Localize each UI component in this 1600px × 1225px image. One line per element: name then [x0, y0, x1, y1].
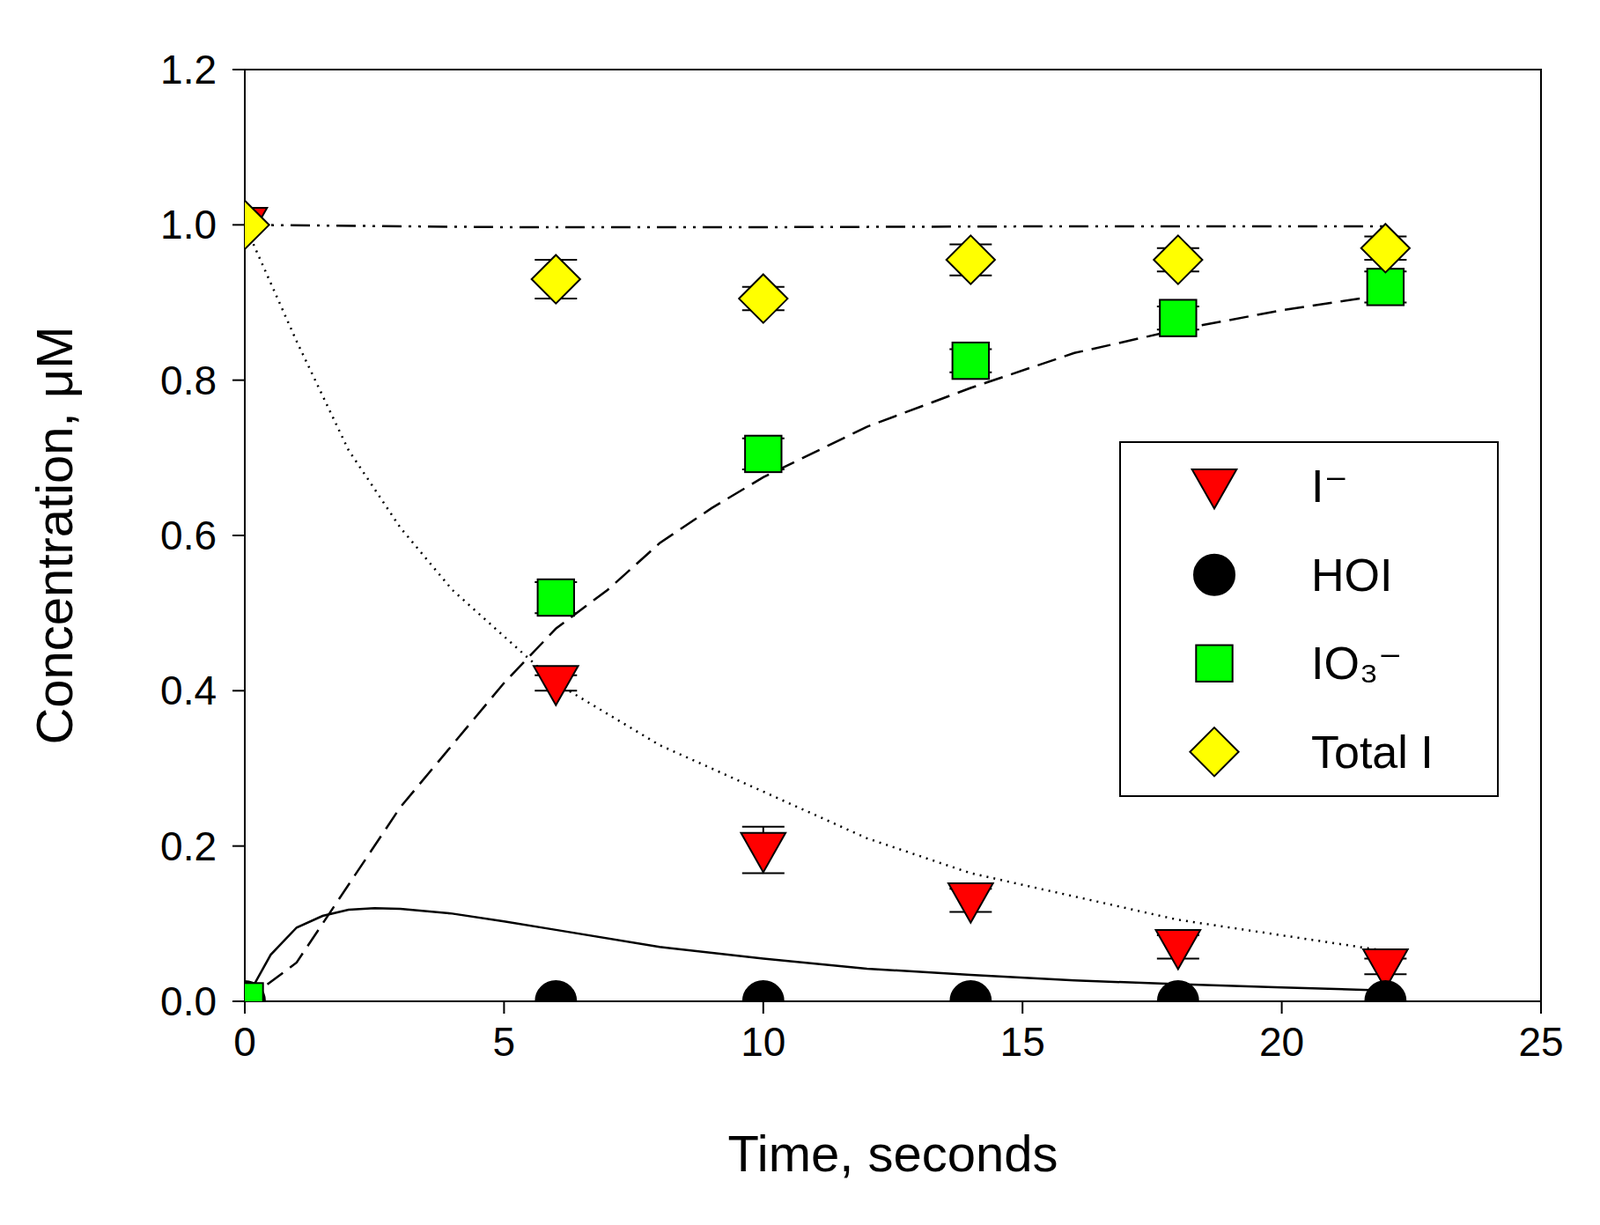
- y-tick-label: 0.4: [160, 667, 217, 714]
- legend-marker: [1189, 727, 1239, 776]
- data-point: [738, 273, 788, 323]
- legend: I⁻ HOI IO₃⁻ Total I: [1120, 442, 1498, 797]
- data-point: [950, 980, 991, 1002]
- data-point: [1367, 268, 1404, 305]
- y-tick: [232, 68, 245, 71]
- x-tick: [1021, 1001, 1024, 1014]
- legend-marker: [1194, 554, 1235, 596]
- legend-label: Total I: [1311, 726, 1434, 778]
- y-tick-label: 0.2: [160, 823, 217, 870]
- model-line: [244, 224, 1386, 951]
- legend-marker: [1195, 645, 1232, 682]
- x-tick-label: 5: [493, 1018, 517, 1065]
- y-axis-label: Concentration, μM: [25, 325, 83, 745]
- x-tick-label: 10: [740, 1018, 786, 1065]
- model-line: [244, 224, 1386, 228]
- data-point: [1159, 299, 1196, 336]
- x-tick: [762, 1001, 765, 1014]
- data-point: [948, 883, 994, 923]
- x-tick-label: 25: [1518, 1018, 1564, 1065]
- data-point: [244, 982, 264, 1002]
- data-point: [535, 980, 576, 1002]
- data-point: [743, 980, 784, 1002]
- y-tick: [232, 845, 245, 848]
- y-tick-label: 1.0: [160, 201, 217, 248]
- data-point: [531, 254, 581, 303]
- chart: 0 5 10 15 20 25 0.0 0.2 0.4 0.6 0.8 1.0 1.2 Time, sec…: [0, 0, 1600, 1225]
- x-tick-label: 20: [1259, 1018, 1305, 1065]
- legend-box: [1120, 442, 1498, 797]
- y-tick-label: 0.8: [160, 357, 217, 404]
- data-point: [1157, 980, 1199, 1002]
- data-point: [533, 665, 579, 706]
- data-point: [538, 579, 575, 616]
- data-point: [741, 833, 787, 873]
- plot-frame: [244, 69, 1542, 1002]
- x-tick: [243, 1001, 246, 1014]
- data-point: [1156, 929, 1202, 970]
- legend-label: IO₃⁻: [1311, 637, 1403, 689]
- x-axis-label: Time, seconds: [728, 1124, 1059, 1182]
- data-point: [1364, 980, 1406, 1002]
- x-tick-label: 0: [233, 1018, 257, 1065]
- y-tick: [232, 379, 245, 382]
- data-point: [1153, 235, 1202, 284]
- data-point: [1361, 223, 1410, 273]
- legend-label: HOI: [1311, 549, 1393, 601]
- x-tick: [1281, 1001, 1283, 1014]
- model-line: [244, 294, 1386, 1002]
- legend-marker: [1192, 469, 1238, 509]
- data-point: [744, 435, 782, 472]
- x-tick-label: 15: [1000, 1018, 1046, 1065]
- y-tick-label: 0.0: [160, 978, 217, 1025]
- y-tick: [232, 1000, 245, 1003]
- y-tick-label: 0.6: [160, 512, 217, 559]
- legend-label: I⁻: [1311, 460, 1349, 512]
- y-tick-label: 1.2: [160, 46, 217, 93]
- y-tick: [232, 534, 245, 537]
- data-point: [952, 342, 989, 379]
- x-tick: [502, 1001, 505, 1014]
- data-point: [946, 235, 996, 284]
- y-tick: [232, 223, 245, 226]
- data-point: [244, 980, 266, 1002]
- model-line: [244, 907, 1386, 1002]
- data-point: [244, 200, 270, 250]
- y-tick: [232, 689, 245, 692]
- x-tick: [1540, 1001, 1542, 1014]
